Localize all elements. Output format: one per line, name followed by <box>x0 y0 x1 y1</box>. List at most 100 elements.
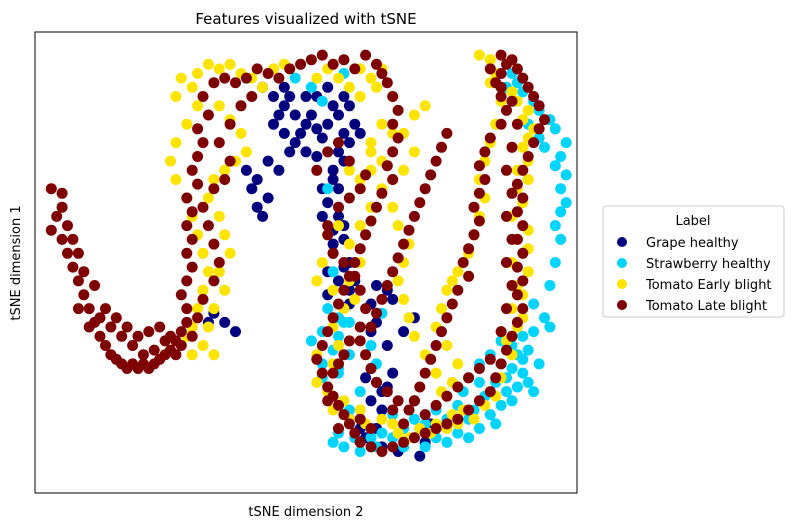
data-point-tomato-late-blight <box>506 233 518 245</box>
data-point-tomato-early-blight <box>371 81 382 93</box>
data-point-tomato-late-blight <box>360 169 372 181</box>
data-point-tomato-early-blight <box>343 81 355 93</box>
data-point-tomato-late-blight <box>316 367 328 379</box>
data-point-grape-healthy <box>230 326 241 338</box>
data-point-grape-healthy <box>338 91 350 102</box>
data-point-tomato-late-blight <box>333 137 344 149</box>
data-point-tomato-early-blight <box>186 81 198 93</box>
data-point-tomato-late-blight <box>251 63 263 75</box>
data-point-tomato-early-blight <box>446 275 458 287</box>
data-point-tomato-early-blight <box>398 293 410 305</box>
data-point-tomato-late-blight <box>246 91 258 102</box>
data-point-tomato-late-blight <box>45 224 57 236</box>
data-point-grape-healthy <box>273 164 285 176</box>
data-point-tomato-late-blight <box>511 316 523 328</box>
data-point-tomato-early-blight <box>441 284 453 296</box>
data-point-tomato-early-blight <box>192 303 204 315</box>
data-point-grape-healthy <box>322 197 334 209</box>
data-point-strawberry-healthy <box>343 316 355 328</box>
data-point-tomato-late-blight <box>473 187 485 199</box>
data-point-tomato-late-blight <box>186 206 198 218</box>
scatter-points <box>45 49 572 462</box>
data-point-tomato-early-blight <box>392 220 404 232</box>
data-point-grape-healthy <box>387 293 399 305</box>
data-point-tomato-late-blight <box>484 63 496 75</box>
data-point-tomato-early-blight <box>208 349 220 361</box>
data-point-tomato-late-blight <box>371 307 382 319</box>
data-point-tomato-early-blight <box>452 266 464 278</box>
data-point-tomato-late-blight <box>495 91 507 102</box>
data-point-grape-healthy <box>300 91 312 102</box>
data-point-tomato-late-blight <box>495 49 507 61</box>
data-point-strawberry-healthy <box>354 446 366 457</box>
data-point-tomato-early-blight <box>202 58 214 70</box>
data-point-strawberry-healthy <box>506 395 518 407</box>
data-point-tomato-late-blight <box>463 270 475 282</box>
data-point-grape-healthy <box>316 132 328 144</box>
data-point-tomato-early-blight <box>419 100 431 112</box>
data-point-strawberry-healthy <box>549 220 561 232</box>
data-point-tomato-late-blight <box>354 284 366 296</box>
data-point-strawberry-healthy <box>463 432 475 444</box>
data-point-tomato-late-blight <box>89 280 101 291</box>
data-point-tomato-early-blight <box>213 266 225 278</box>
data-point-tomato-late-blight <box>224 155 236 167</box>
data-point-tomato-late-blight <box>327 58 339 70</box>
data-point-tomato-early-blight <box>208 174 220 185</box>
data-point-tomato-early-blight <box>197 284 209 296</box>
data-point-tomato-early-blight <box>181 118 193 130</box>
data-point-tomato-late-blight <box>365 441 377 453</box>
data-point-tomato-late-blight <box>387 118 399 130</box>
data-point-grape-healthy <box>343 100 355 112</box>
data-point-tomato-late-blight <box>539 114 550 126</box>
data-point-tomato-early-blight <box>192 100 204 112</box>
data-point-grape-healthy <box>322 118 334 130</box>
data-point-tomato-late-blight <box>501 257 512 268</box>
data-point-tomato-late-blight <box>208 183 220 195</box>
data-point-tomato-early-blight <box>219 229 231 241</box>
data-point-tomato-early-blight <box>522 174 534 185</box>
legend-item: Tomato Early blight <box>617 278 772 293</box>
legend: Label Grape healthy Strawberry healthy Tom… <box>602 205 785 318</box>
data-point-strawberry-healthy <box>419 441 431 453</box>
data-point-tomato-late-blight <box>127 340 139 351</box>
data-point-tomato-late-blight <box>468 201 480 213</box>
data-point-tomato-late-blight <box>100 340 111 351</box>
data-point-tomato-late-blight <box>333 399 344 411</box>
data-point-tomato-late-blight <box>533 123 545 135</box>
data-point-tomato-early-blight <box>354 404 366 416</box>
data-point-grape-healthy <box>333 275 344 287</box>
data-point-tomato-late-blight <box>501 58 512 70</box>
data-point-tomato-late-blight <box>192 151 204 162</box>
data-point-tomato-late-blight <box>192 178 204 190</box>
x-axis-label: tSNE dimension 2 <box>248 505 363 520</box>
data-point-grape-healthy <box>262 192 274 204</box>
data-point-tomato-late-blight <box>143 326 155 338</box>
data-point-tomato-late-blight <box>67 261 79 273</box>
data-point-tomato-late-blight <box>181 303 193 315</box>
data-point-tomato-early-blight <box>376 413 388 425</box>
data-point-tomato-late-blight <box>110 312 122 324</box>
data-point-tomato-late-blight <box>45 183 57 195</box>
data-point-grape-healthy <box>414 450 426 462</box>
data-point-tomato-late-blight <box>463 404 475 416</box>
data-point-tomato-late-blight <box>78 289 90 301</box>
data-point-tomato-late-blight <box>94 312 106 324</box>
data-point-strawberry-healthy <box>555 183 567 195</box>
data-point-tomato-late-blight <box>154 321 166 333</box>
data-point-tomato-late-blight <box>441 390 453 402</box>
data-point-tomato-late-blight <box>463 372 475 384</box>
data-point-grape-healthy <box>338 127 350 139</box>
data-point-tomato-late-blight <box>202 220 214 232</box>
data-point-tomato-late-blight <box>473 363 485 374</box>
data-point-tomato-late-blight <box>83 303 95 315</box>
data-point-tomato-late-blight <box>408 395 420 407</box>
data-point-grape-healthy <box>333 146 344 158</box>
data-point-tomato-late-blight <box>501 210 512 222</box>
data-point-tomato-late-blight <box>322 220 334 232</box>
plot-frame <box>34 31 578 494</box>
data-point-tomato-late-blight <box>175 289 187 301</box>
data-point-strawberry-healthy <box>544 321 556 333</box>
data-point-tomato-late-blight <box>517 247 529 259</box>
